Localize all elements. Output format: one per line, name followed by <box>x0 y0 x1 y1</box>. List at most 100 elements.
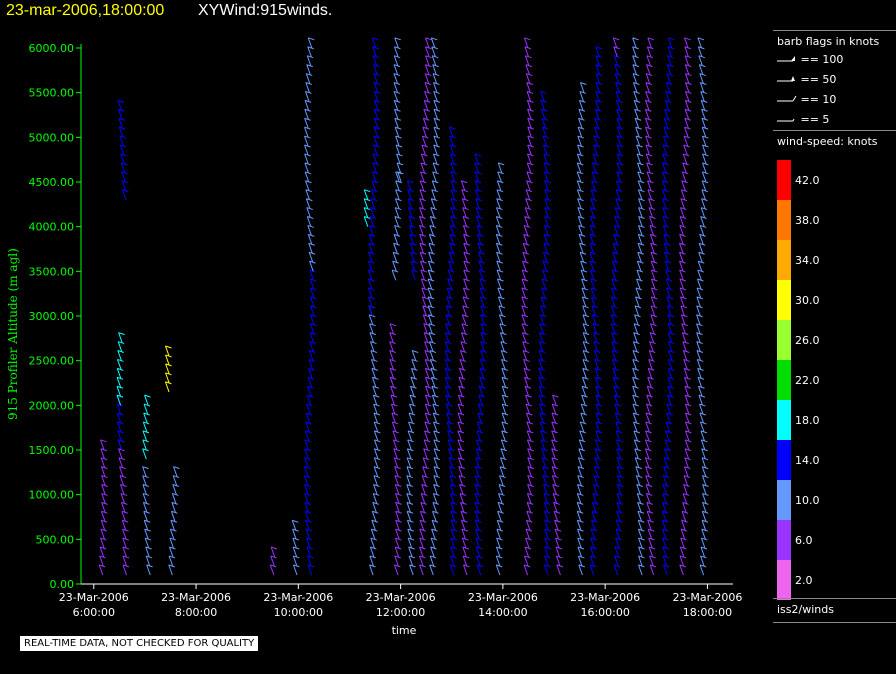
wind-profile <box>304 37 317 576</box>
wind-barb <box>496 198 503 209</box>
wind-profile-segment <box>142 394 151 460</box>
color-scale-label: 26.0 <box>795 334 820 347</box>
wind-barb <box>121 189 129 201</box>
wind-profile <box>269 546 278 576</box>
wind-barb <box>637 564 645 576</box>
wind-profile-segment <box>419 37 432 317</box>
wind-barb <box>527 448 534 460</box>
wind-barb <box>614 546 622 558</box>
wind-barb <box>370 189 378 201</box>
wind-barb <box>305 412 313 424</box>
wind-barb <box>309 314 317 326</box>
wind-barb <box>612 37 620 49</box>
wind-barb <box>304 144 311 156</box>
wind-barb <box>697 269 704 281</box>
wind-barb <box>424 90 431 102</box>
x-tick-time: 6:00:00 <box>73 606 115 619</box>
wind-barb <box>698 251 705 263</box>
legend-separator <box>773 598 896 599</box>
wind-barb <box>410 367 418 379</box>
wind-barb <box>595 90 602 102</box>
wind-barb <box>168 555 176 567</box>
wind-barb <box>270 555 277 567</box>
wind-barb <box>479 358 487 370</box>
wind-barb <box>430 198 438 209</box>
wind-barb <box>637 251 644 263</box>
wind-barb <box>363 189 371 201</box>
wind-profile <box>696 37 709 576</box>
wind-barb <box>373 475 381 486</box>
wind-barb <box>446 287 454 299</box>
wind-barb <box>363 198 371 209</box>
wind-barb <box>616 457 624 469</box>
wind-barb <box>527 153 534 165</box>
wind-profile <box>644 37 658 576</box>
wind-barb <box>304 439 312 451</box>
wind-barb <box>649 341 656 352</box>
wind-barb <box>495 233 503 245</box>
wind-barb <box>428 242 436 254</box>
color-scale: 42.0 38.0 34.0 30.0 26.0 22.0 18.0 14.0 10.0 6.0 2… <box>777 160 896 600</box>
wind-barb <box>543 242 551 254</box>
wind-barb <box>679 564 686 576</box>
wind-barb <box>685 421 692 433</box>
wind-barb <box>538 341 546 352</box>
wind-barb <box>100 519 108 531</box>
wind-profile <box>164 345 172 393</box>
wind-barb <box>696 314 703 326</box>
wind-barb <box>593 466 601 477</box>
y-axis-label: 915 Profiler Altitude (m agl) <box>6 248 20 420</box>
wind-barbs <box>98 37 709 576</box>
wind-barb <box>650 296 658 308</box>
wind-barb <box>431 180 439 192</box>
wind-barb <box>579 90 587 102</box>
wind-barb <box>450 180 458 192</box>
wind-barb <box>501 394 509 406</box>
wind-profile <box>474 153 488 576</box>
wind-barb <box>684 37 691 49</box>
flag-5-icon <box>777 118 795 122</box>
wind-barb <box>168 546 176 558</box>
wind-barb <box>613 233 620 245</box>
wind-barb <box>459 358 467 370</box>
wind-barb <box>370 528 378 540</box>
wind-barb <box>595 412 603 424</box>
wind-barb <box>616 484 624 495</box>
wind-barb <box>616 510 623 522</box>
wind-barb <box>304 475 311 486</box>
color-swatch <box>777 440 791 480</box>
wind-barb <box>395 189 402 201</box>
wind-barb <box>632 376 639 388</box>
wind-barb <box>393 64 401 75</box>
wind-profile-segment <box>612 37 620 58</box>
wind-barb <box>543 233 551 245</box>
wind-barb <box>667 46 675 58</box>
wind-barb <box>592 484 600 495</box>
wind-barb <box>663 564 670 576</box>
wind-barb <box>305 421 312 433</box>
wind-barb <box>430 537 438 549</box>
wind-barb <box>501 430 508 442</box>
quality-notice: REAL-TIME DATA, NOT CHECKED FOR QUALITY <box>20 636 259 651</box>
wind-barb <box>524 546 532 558</box>
wind-barb <box>637 242 645 254</box>
wind-barb <box>429 564 436 576</box>
wind-barb <box>501 403 509 415</box>
wind-barb <box>498 492 505 504</box>
wind-profile-segment <box>117 439 130 576</box>
wind-barb <box>369 224 376 236</box>
wind-barb <box>592 492 600 504</box>
wind-barb <box>367 269 375 281</box>
wind-barb <box>595 421 603 433</box>
wind-barb <box>407 439 414 451</box>
wind-barb <box>615 189 623 201</box>
wind-barb <box>522 251 530 263</box>
wind-barb <box>292 555 300 567</box>
wind-barb <box>650 323 657 335</box>
wind-barb <box>684 99 692 111</box>
wind-barb <box>667 385 674 397</box>
wind-barb <box>589 242 597 254</box>
wind-barb <box>556 564 563 576</box>
wind-barb <box>683 135 691 147</box>
wind-barb <box>636 278 643 290</box>
